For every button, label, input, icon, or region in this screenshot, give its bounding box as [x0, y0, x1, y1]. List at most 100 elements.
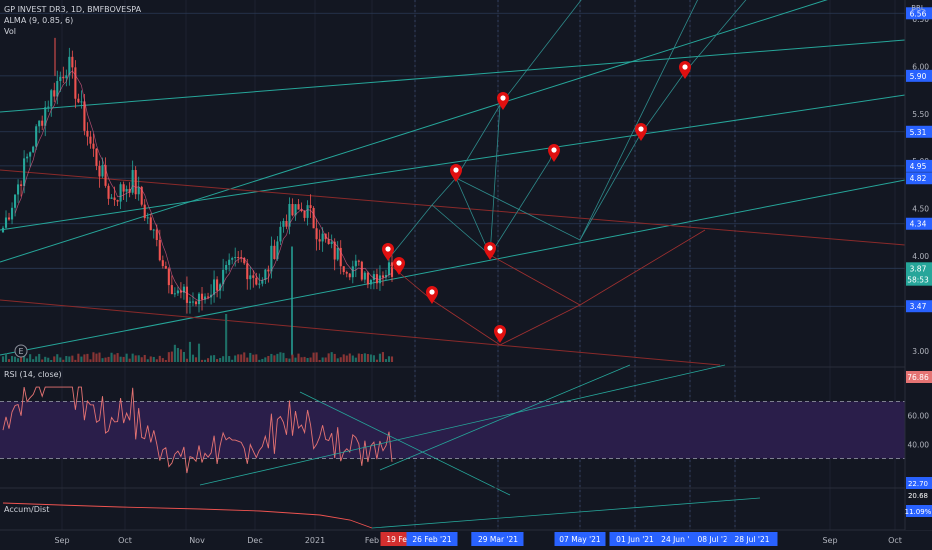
volume-bar	[50, 359, 53, 362]
volume-bar	[59, 357, 62, 362]
accum-tag-label: 20.68	[908, 492, 928, 500]
pin-hole	[682, 64, 688, 70]
volume-bar	[161, 358, 164, 362]
volume-bar	[74, 359, 77, 362]
candle-body	[173, 293, 176, 295]
volume-bar	[155, 359, 158, 362]
candle-body	[234, 257, 237, 259]
candle-body	[231, 258, 234, 260]
volume-bar	[92, 352, 95, 362]
price-tick-label: 4.50	[912, 205, 929, 214]
accum-tag	[906, 505, 932, 517]
candle-body	[270, 245, 273, 272]
candle-body	[261, 280, 264, 284]
rsi-tick-label: 40.00	[908, 440, 930, 449]
pin-shape	[679, 61, 691, 79]
candle-body	[77, 98, 80, 103]
accum-tag	[906, 477, 932, 489]
volume-bar	[182, 351, 185, 362]
date-tag-label: 24 Jun '21	[661, 535, 699, 544]
volume-bar	[68, 356, 71, 362]
candle-body	[188, 301, 192, 303]
volume-bar	[89, 359, 92, 362]
volume-bar	[318, 359, 321, 362]
candle-body	[134, 170, 137, 195]
candle-body	[264, 269, 267, 281]
volume-bar	[149, 356, 152, 362]
volume-bar	[342, 354, 345, 362]
volume-bar	[14, 356, 17, 362]
candle-body	[17, 184, 20, 195]
map-pin-icon	[494, 325, 506, 343]
rsi-trendline	[379, 364, 631, 471]
candle-body	[351, 266, 354, 278]
rsi-pane-title[interactable]: RSI (14, close)	[4, 370, 62, 379]
volume-label[interactable]: Vol	[4, 27, 16, 36]
volume-bar	[95, 353, 98, 362]
price-tag	[906, 159, 932, 172]
candle-body	[50, 90, 53, 107]
candle-body	[252, 275, 255, 278]
candle-body	[206, 296, 210, 298]
earnings-marker: E	[14, 344, 28, 358]
volume-bar	[267, 355, 270, 362]
accum-dist-pane-title[interactable]: Accum/Dist	[4, 505, 50, 514]
volume-bar	[360, 353, 363, 362]
pin-hole	[396, 260, 402, 266]
volume-bar	[240, 354, 243, 362]
pin-hole	[453, 167, 459, 173]
volume-bar	[333, 353, 336, 362]
candle-body	[122, 184, 125, 192]
price-tag	[906, 273, 932, 286]
candle-body	[92, 143, 95, 149]
candle-body	[219, 284, 222, 291]
trend-channel-line	[0, 94, 906, 231]
candle-body	[10, 207, 14, 220]
price-tick-label: 5.50	[912, 110, 929, 119]
candle-body	[53, 90, 56, 97]
candle-body	[312, 207, 315, 229]
rsi-trendline	[299, 391, 511, 496]
volume-bar	[107, 356, 110, 362]
volume-bar	[225, 314, 228, 362]
candle-body	[95, 148, 98, 166]
volume-bar	[104, 357, 107, 362]
candle-body	[258, 283, 261, 285]
candle-body	[38, 120, 41, 127]
candle-body	[369, 280, 372, 285]
trend-channel-line	[0, 39, 906, 113]
price-tag-label: 3.47	[910, 302, 927, 311]
candle-body	[113, 197, 116, 201]
volume-bar	[216, 359, 219, 362]
candle-body	[197, 293, 201, 305]
candle-body	[179, 290, 182, 293]
map-pin-icon	[548, 144, 560, 162]
volume-bar	[351, 355, 354, 362]
price-tag-label: 4.34	[910, 220, 927, 229]
volume-bar	[390, 356, 394, 362]
volume-bar	[243, 352, 246, 362]
price-tag	[906, 69, 932, 82]
map-pin-icon	[393, 257, 405, 275]
candle-body	[71, 56, 74, 68]
volume-group	[1, 314, 394, 362]
candle-body	[4, 217, 8, 228]
candle-body	[23, 158, 26, 186]
candle-body	[149, 217, 152, 231]
volume-bar	[300, 357, 303, 362]
pin-shape	[494, 325, 506, 343]
alma-indicator-label[interactable]: ALMA (9, 0.85, 6)	[4, 16, 74, 25]
price-tag	[906, 172, 932, 185]
candle-body	[297, 204, 300, 210]
time-axis-label: Dec	[247, 536, 262, 545]
candle-body	[56, 81, 59, 97]
volume-bar	[143, 354, 146, 362]
symbol-title[interactable]: GP INVEST DR3, 1D, BMFBOVESPA	[4, 5, 142, 14]
candle-body	[213, 279, 216, 295]
candle-body	[273, 245, 276, 260]
candle-body	[276, 241, 279, 260]
pin-hole	[551, 147, 557, 153]
volume-bar	[29, 354, 32, 362]
